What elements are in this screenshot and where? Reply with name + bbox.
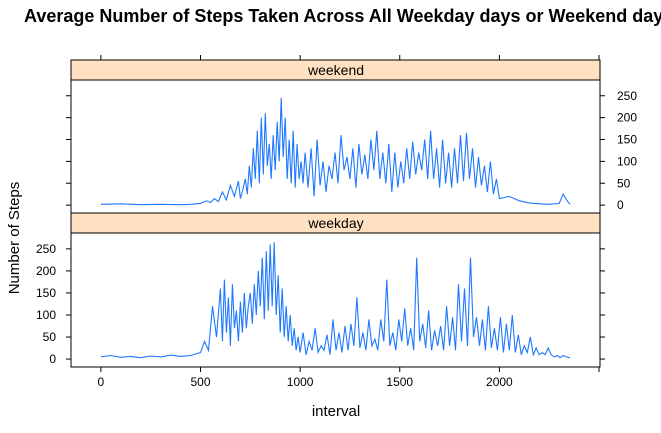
x-axis: 0 500 1000 1500 2000 [98,55,600,389]
y-tick-label-weekday: 250 [36,242,56,256]
plot-frame-weekend [70,79,601,214]
series-line-weekday [100,242,571,359]
y-tick-label-weekday: 0 [49,352,56,366]
y-tick-label-weekend: 100 [617,154,637,168]
y-tick-label-weekday: 100 [36,308,56,322]
y-tick-label-weekday: 200 [36,264,56,278]
x-tick-label: 500 [190,375,210,389]
panel-weekday: weekday 0 50 100 150 200 250 [36,212,605,368]
y-tick-label-weekday: 150 [36,286,56,300]
x-tick-label: 1000 [287,375,314,389]
y-tick-label-weekend: 150 [617,133,637,147]
x-axis-title: interval [312,403,360,420]
y-tick-label-weekend: 50 [617,176,631,190]
chart-title: Average Number of Steps Taken Across All… [24,6,661,26]
strip-label-weekend: weekend [307,62,364,78]
x-tick-label: 2000 [486,375,513,389]
y-tick-label-weekend: 250 [617,89,637,103]
ticks-weekday: 0 50 100 150 200 250 [36,242,605,366]
y-tick-label-weekend: 200 [617,111,637,125]
x-tick-label: 1500 [386,375,413,389]
y-tick-label-weekday: 50 [43,330,57,344]
y-axis-title: Number of Steps [6,182,23,295]
series-line-weekend [100,97,571,206]
plot-frame-weekday [70,232,601,368]
panel-weekend: weekend 0 50 100 150 200 250 [66,59,637,214]
y-tick-label-weekend: 0 [617,198,624,212]
strip-label-weekday: weekday [307,215,363,231]
ticks-weekend: 0 50 100 150 200 250 [66,89,637,212]
x-tick-label: 0 [98,375,105,389]
